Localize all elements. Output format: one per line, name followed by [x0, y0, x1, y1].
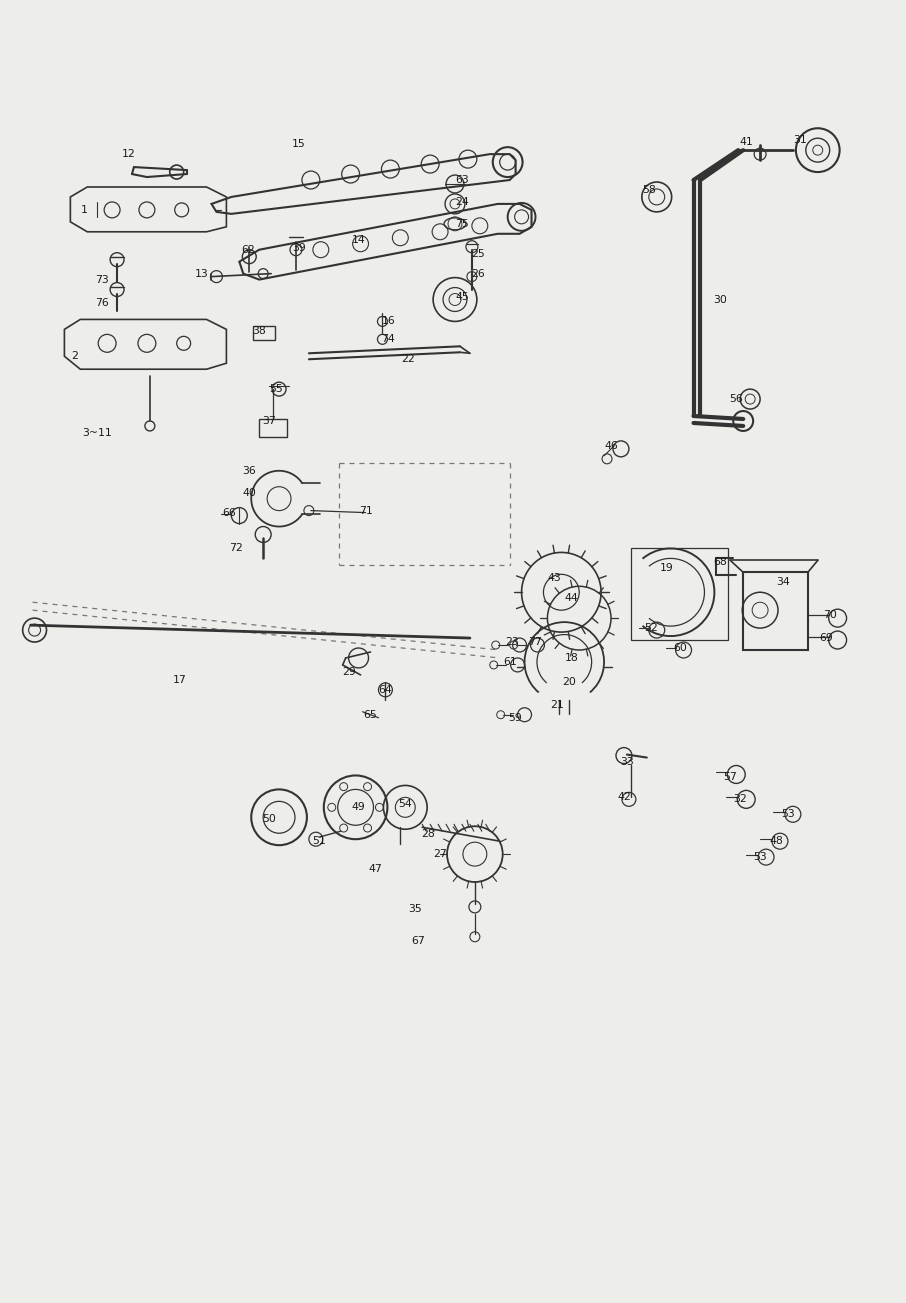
- Text: 76: 76: [95, 298, 109, 309]
- Text: 53: 53: [781, 809, 795, 820]
- Text: 47: 47: [369, 864, 382, 874]
- Text: 38: 38: [252, 326, 266, 336]
- Text: 23: 23: [505, 637, 518, 648]
- Text: 58: 58: [642, 185, 656, 195]
- Text: 30: 30: [713, 294, 728, 305]
- Text: 42: 42: [617, 792, 631, 803]
- Text: 69: 69: [819, 633, 833, 644]
- Text: 37: 37: [262, 416, 276, 426]
- Text: 75: 75: [455, 219, 468, 229]
- Text: 1: 1: [81, 205, 88, 215]
- Text: 3~11: 3~11: [82, 427, 112, 438]
- Text: 63: 63: [455, 175, 468, 185]
- Text: 56: 56: [729, 394, 743, 404]
- Text: 64: 64: [379, 685, 392, 694]
- Text: 49: 49: [352, 803, 365, 812]
- Text: 2: 2: [71, 352, 78, 361]
- Text: 31: 31: [793, 136, 806, 145]
- Text: 54: 54: [399, 799, 412, 809]
- Text: 59: 59: [507, 713, 522, 723]
- Text: 32: 32: [733, 795, 747, 804]
- Text: 36: 36: [243, 465, 256, 476]
- Text: 73: 73: [95, 275, 109, 284]
- Text: 71: 71: [359, 506, 372, 516]
- Text: 21: 21: [551, 700, 564, 710]
- Text: 35: 35: [409, 904, 422, 913]
- Text: 65: 65: [363, 710, 378, 719]
- Text: 62: 62: [241, 245, 255, 254]
- Bar: [743, 572, 808, 650]
- Text: 52: 52: [644, 623, 658, 633]
- Text: 20: 20: [563, 676, 576, 687]
- Text: 12: 12: [122, 149, 136, 159]
- Text: 46: 46: [604, 440, 618, 451]
- Text: 77: 77: [527, 637, 542, 648]
- Text: 19: 19: [660, 563, 673, 573]
- Text: 43: 43: [547, 573, 561, 584]
- Text: 34: 34: [776, 577, 790, 588]
- Text: 61: 61: [503, 657, 516, 667]
- Text: 13: 13: [195, 268, 208, 279]
- Text: 15: 15: [292, 139, 306, 149]
- Text: 74: 74: [381, 335, 395, 344]
- Text: 72: 72: [229, 543, 243, 554]
- Text: 55: 55: [269, 384, 283, 394]
- Text: 29: 29: [342, 667, 355, 678]
- Text: 45: 45: [455, 292, 468, 301]
- Text: 40: 40: [242, 487, 256, 498]
- Text: 57: 57: [723, 773, 737, 783]
- Text: 48: 48: [769, 837, 783, 846]
- Text: 68: 68: [714, 558, 728, 567]
- Text: 67: 67: [411, 936, 425, 946]
- Text: 22: 22: [401, 354, 415, 365]
- Text: 18: 18: [564, 653, 578, 663]
- Text: 33: 33: [620, 757, 634, 766]
- Text: 70: 70: [823, 610, 836, 620]
- Text: 66: 66: [223, 508, 236, 517]
- Bar: [254, 326, 275, 340]
- Text: 26: 26: [471, 268, 485, 279]
- Text: 24: 24: [455, 197, 468, 207]
- Text: 14: 14: [352, 235, 365, 245]
- Text: 25: 25: [471, 249, 485, 259]
- Text: 44: 44: [564, 593, 578, 603]
- Text: 16: 16: [381, 317, 395, 327]
- Text: 17: 17: [173, 675, 187, 685]
- Text: 41: 41: [739, 137, 753, 147]
- Bar: [259, 420, 287, 437]
- Text: 60: 60: [674, 642, 688, 653]
- Text: 27: 27: [433, 850, 447, 859]
- Text: 28: 28: [421, 829, 435, 839]
- Text: 51: 51: [312, 837, 325, 846]
- Text: 39: 39: [292, 242, 306, 253]
- Text: 53: 53: [753, 852, 767, 863]
- Text: 50: 50: [262, 814, 276, 825]
